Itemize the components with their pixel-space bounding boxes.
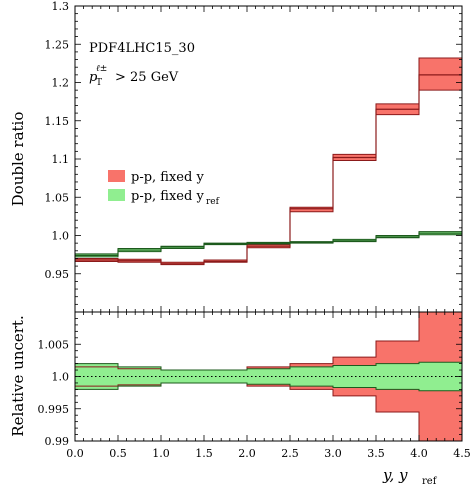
top-edge-high-s1 bbox=[75, 231, 462, 255]
top-edge-low-s0 bbox=[75, 89, 462, 266]
x-tick-label: 2.0 bbox=[238, 447, 256, 460]
top-edge-high-s0 bbox=[75, 57, 462, 263]
y-tick-label-top: 1.05 bbox=[45, 191, 70, 204]
x-tick-label: 0.0 bbox=[66, 447, 84, 460]
pdf-set-label: PDF4LHC15_30 bbox=[89, 41, 195, 56]
pt-symbol: p bbox=[89, 70, 98, 85]
x-axis-label: y, y bbox=[382, 466, 408, 484]
top-edge-low-s1 bbox=[75, 234, 462, 258]
y-tick-label-top: 1.3 bbox=[52, 0, 70, 13]
x-tick-label: 4.0 bbox=[410, 447, 428, 460]
x-tick-label: 1.0 bbox=[152, 447, 170, 460]
x-tick-label: 2.5 bbox=[281, 447, 299, 460]
bottom-band-s1-bin7 bbox=[376, 363, 419, 390]
bottom-band-s1-bin6 bbox=[333, 365, 376, 388]
bottom-band-s1-bin3 bbox=[204, 370, 247, 383]
y-tick-label-top: 1.1 bbox=[52, 153, 70, 166]
legend: p-p, fixed y p-p, fixed y ref bbox=[108, 170, 220, 207]
bottom-y-axis-label: Relative uncert. bbox=[9, 315, 27, 436]
top-lines-layer bbox=[75, 57, 462, 266]
legend-label-fixed-yref: p-p, fixed y bbox=[131, 189, 204, 204]
y-tick-label-top: 1.2 bbox=[52, 77, 70, 90]
top-center-s0 bbox=[75, 74, 462, 265]
x-tick-label: 4.5 bbox=[453, 447, 471, 460]
x-tick-label: 1.5 bbox=[195, 447, 213, 460]
y-tick-label-top: 0.95 bbox=[45, 268, 70, 281]
top-y-axis-label: Double ratio bbox=[9, 112, 27, 207]
legend-swatch-fixed-yref bbox=[108, 189, 125, 201]
y-tick-label-top: 1.0 bbox=[52, 230, 70, 243]
legend-label-fixed-yref-sub: ref bbox=[206, 197, 220, 207]
x-tick-label: 0.5 bbox=[109, 447, 127, 460]
x-axis-label-sub: ref bbox=[422, 476, 438, 487]
y-tick-label-bottom: 1.005 bbox=[38, 338, 70, 351]
y-tick-label-bottom: 0.995 bbox=[38, 403, 70, 416]
y-tick-label-top: 1.25 bbox=[45, 38, 70, 51]
pt-subscript: T bbox=[96, 78, 102, 88]
top-band-s0-bin8 bbox=[419, 58, 462, 91]
top-band-s0-bin5 bbox=[290, 207, 333, 212]
bottom-lines-layer bbox=[75, 311, 462, 442]
top-center-s1 bbox=[75, 232, 462, 256]
pt-cut-label: > 25 GeV bbox=[115, 70, 179, 85]
bottom-edge-high-s1 bbox=[75, 361, 462, 371]
x-tick-label: 3.0 bbox=[324, 447, 342, 460]
y-tick-label-bottom: 0.99 bbox=[45, 435, 70, 448]
pt-superscript: ℓ± bbox=[96, 64, 107, 74]
legend-swatch-fixed-y bbox=[108, 170, 125, 182]
bottom-edge-low-s1 bbox=[75, 382, 462, 392]
tick-marks bbox=[74, 5, 463, 442]
x-tick-label: 3.5 bbox=[367, 447, 385, 460]
bottom-band-s1-bin2 bbox=[161, 370, 204, 383]
tick-labels: 0.95 1.0 1.05 1.1 1.15 1.2 1.25 1.3 0.99 0.995 1.0… bbox=[38, 0, 471, 460]
y-tick-label-top: 1.15 bbox=[45, 115, 70, 128]
y-tick-label-bottom: 1.0 bbox=[52, 371, 70, 384]
legend-label-fixed-y: p-p, fixed y bbox=[131, 170, 204, 185]
